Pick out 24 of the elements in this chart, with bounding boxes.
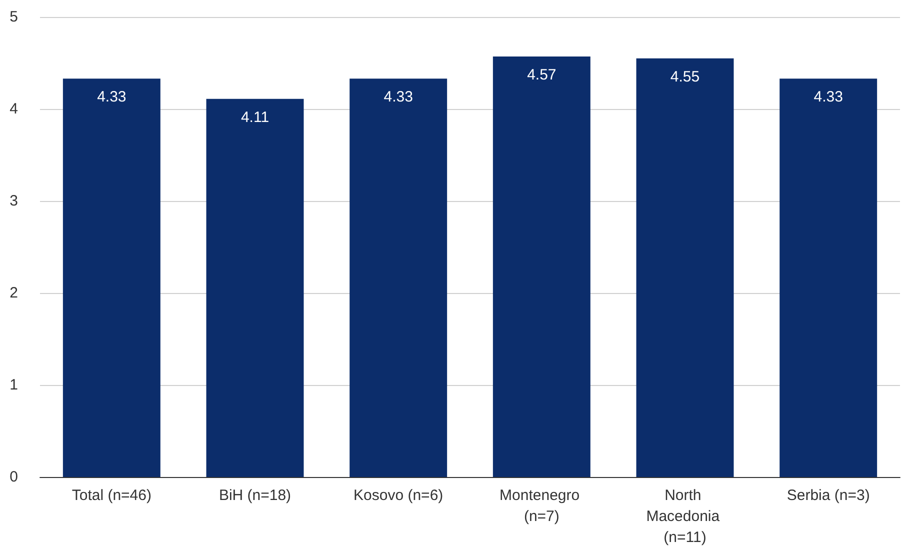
- bar: [780, 78, 878, 477]
- y-tick-label: 3: [10, 192, 18, 210]
- data-label: 4.33: [814, 88, 843, 106]
- data-label: 4.11: [240, 108, 270, 126]
- bar: [636, 58, 734, 477]
- y-tick-label: 4: [10, 100, 18, 118]
- bar: [350, 78, 448, 477]
- data-label: 4.33: [384, 88, 413, 106]
- data-label: 4.55: [670, 68, 700, 86]
- x-tick-label: North Macedonia (n=11): [646, 487, 724, 546]
- y-tick-label: 2: [10, 284, 18, 302]
- x-tick-label: Total (n=46): [72, 487, 152, 504]
- x-tick-label: Montenegro (n=7): [500, 487, 584, 525]
- y-tick-label: 5: [10, 8, 18, 26]
- x-tick-label: Serbia (n=3): [786, 487, 870, 504]
- y-tick-label: 0: [10, 468, 18, 486]
- bar: [62, 78, 160, 477]
- y-tick-label: 1: [10, 376, 18, 394]
- data-label: 4.57: [527, 66, 556, 84]
- bar: [492, 56, 590, 477]
- x-tick-label: Kosovo (n=6): [354, 487, 444, 504]
- bar: [206, 98, 304, 477]
- x-tick-label: BiH (n=18): [218, 487, 292, 504]
- data-label: 4.33: [97, 88, 126, 106]
